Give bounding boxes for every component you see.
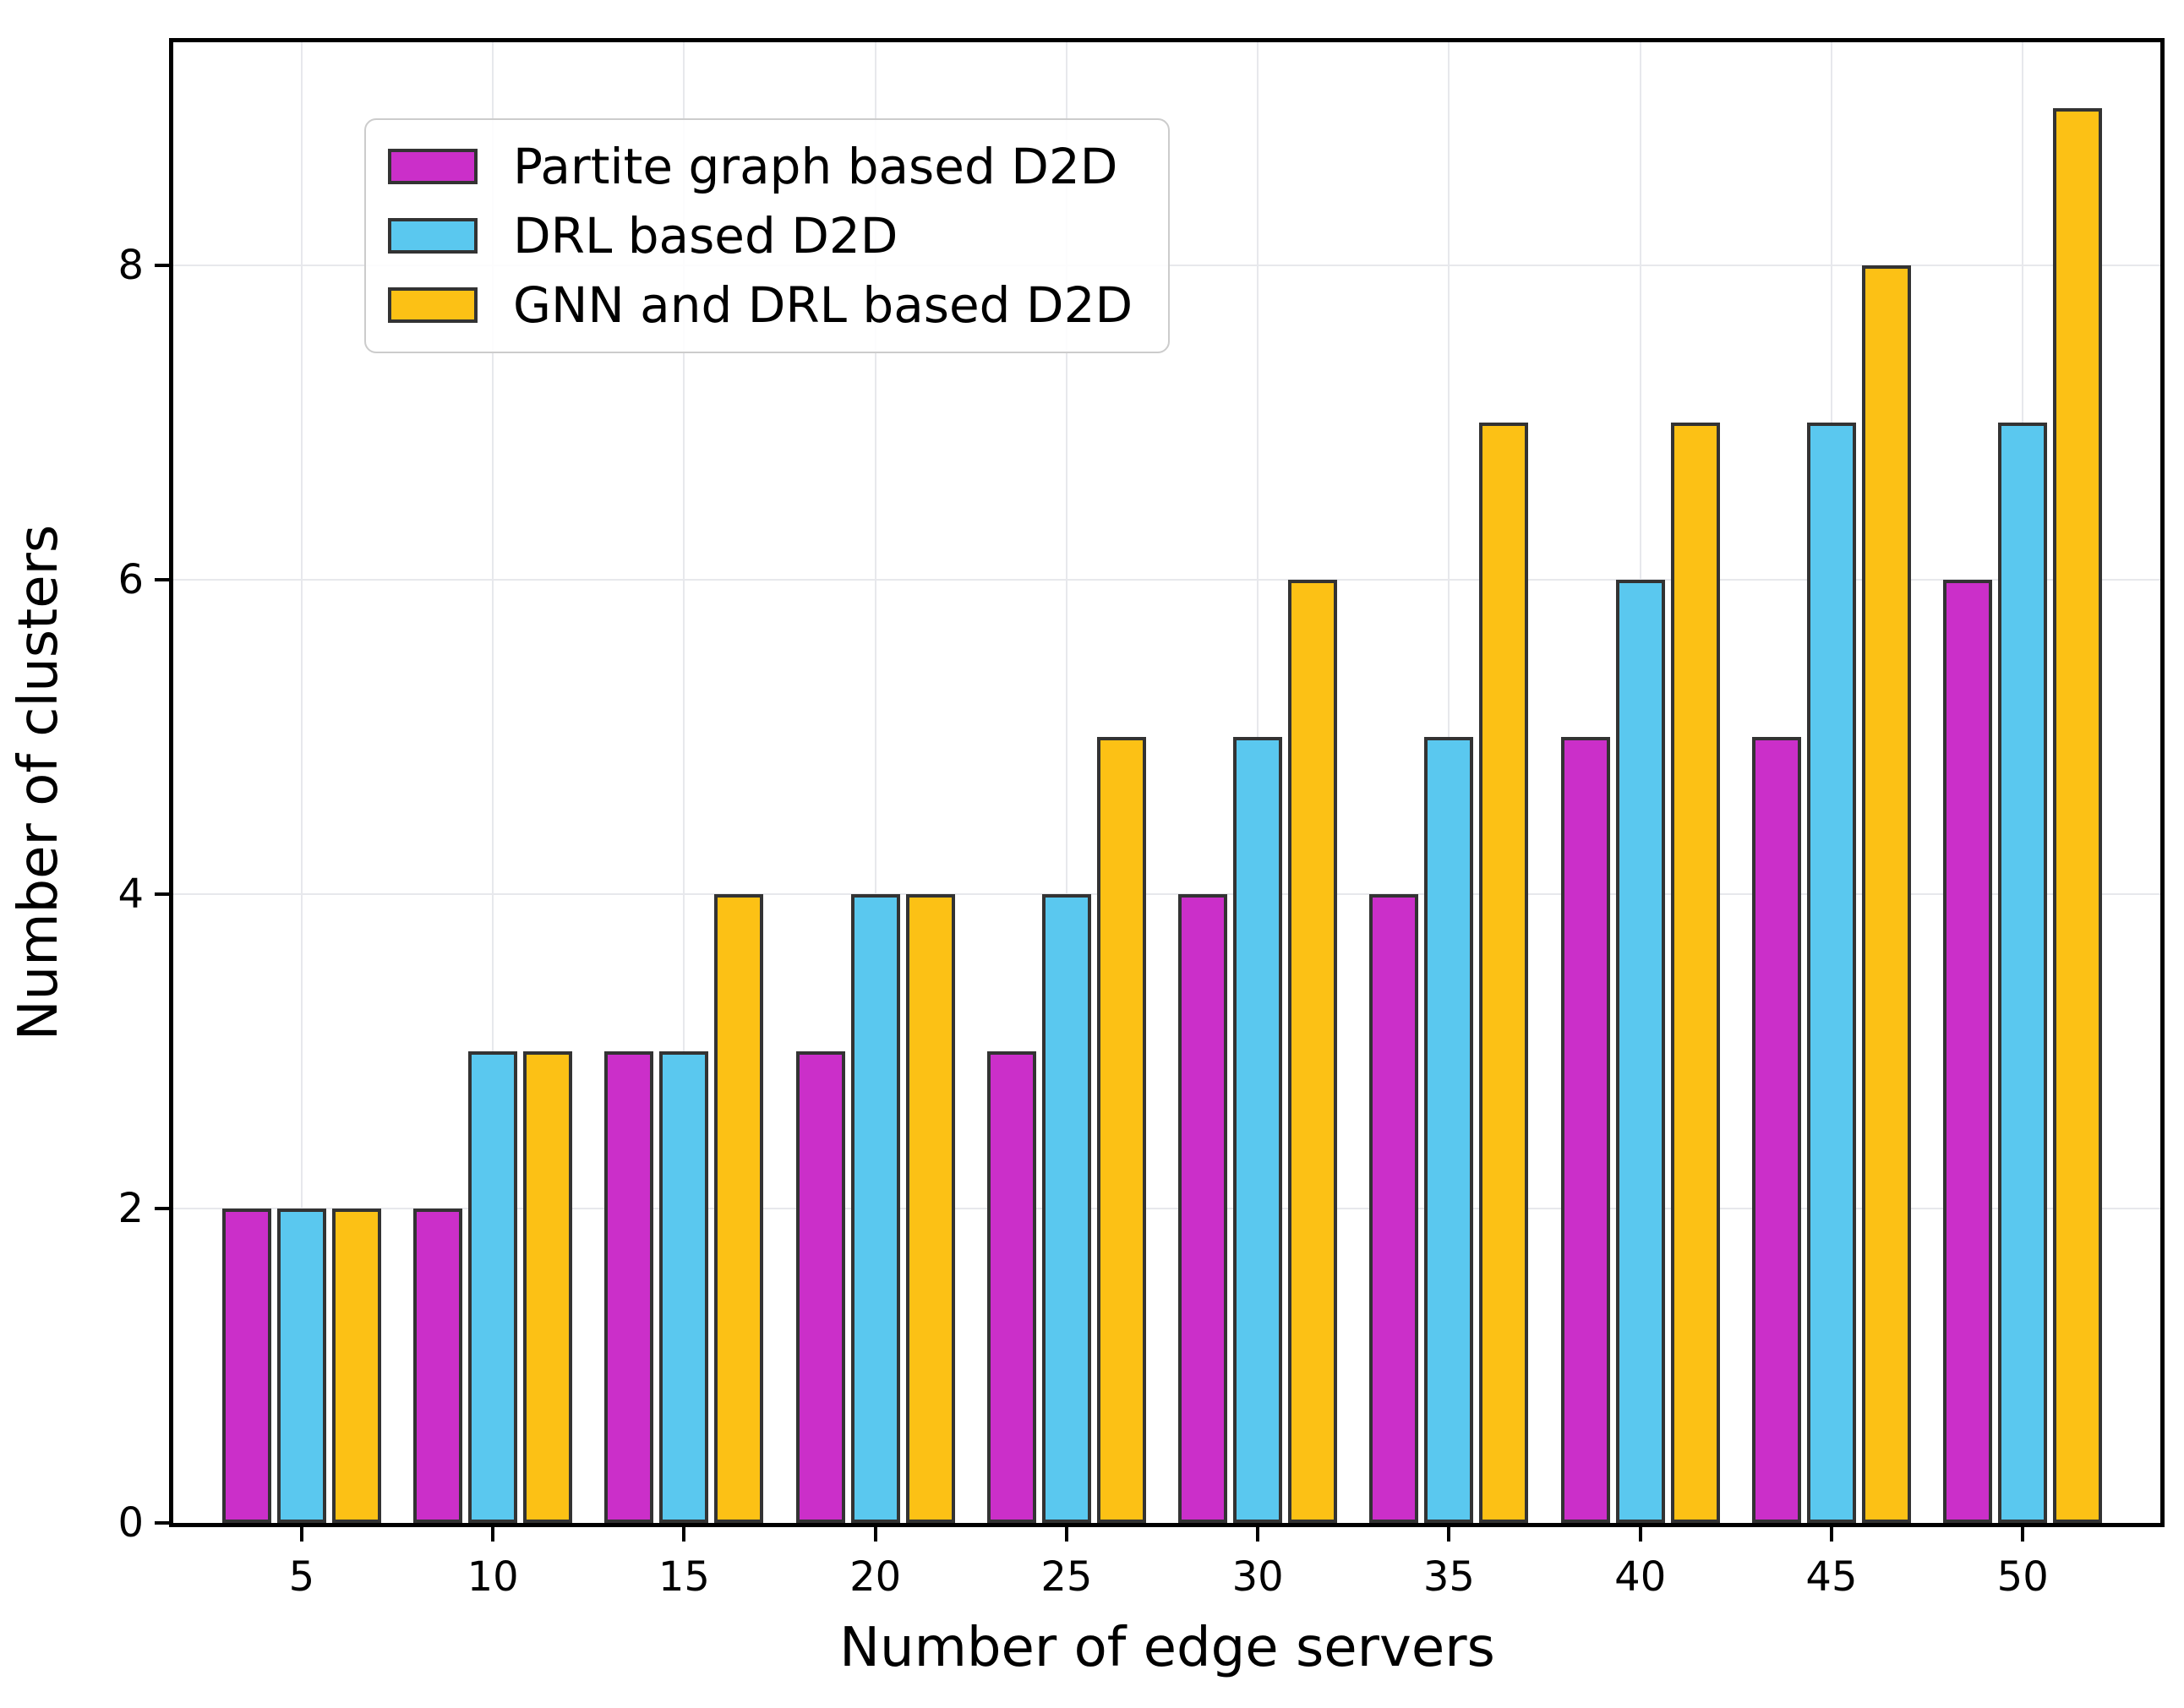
x-tick-label-5: 5 — [288, 1553, 315, 1601]
x-tick-label-20: 20 — [849, 1553, 902, 1601]
bar-group-40 — [1560, 423, 1720, 1523]
x-tick-mark-20 — [873, 1527, 877, 1542]
bar-gnn-and-drl-based-d2d-x40 — [1670, 423, 1720, 1523]
bar-drl-based-d2d-x50 — [1998, 423, 2048, 1523]
legend-item-gnn-and-drl-based-d2d: GNN and DRL based D2D — [388, 277, 1133, 333]
y-tick-label-6: 6 — [117, 556, 144, 604]
y-tick-label-0: 0 — [117, 1499, 144, 1547]
bar-gnn-and-drl-based-d2d-x50 — [2053, 108, 2103, 1523]
h-gridline-4 — [173, 893, 2160, 896]
legend-swatch-gnn-and-drl-based-d2d — [388, 287, 478, 323]
x-tick-label-45: 45 — [1805, 1553, 1858, 1601]
x-tick-label-10: 10 — [467, 1553, 519, 1601]
bar-group-5 — [221, 1209, 381, 1523]
bar-partite-graph-based-d2d-x35 — [1369, 894, 1419, 1523]
bar-drl-based-d2d-x35 — [1424, 737, 1474, 1523]
bar-gnn-and-drl-based-d2d-x20 — [905, 894, 955, 1523]
bar-partite-graph-based-d2d-x20 — [795, 1051, 845, 1523]
bar-partite-graph-based-d2d-x5 — [221, 1209, 271, 1523]
x-tick-mark-30 — [1256, 1527, 1260, 1542]
bar-partite-graph-based-d2d-x30 — [1178, 894, 1228, 1523]
x-tick-mark-25 — [1064, 1527, 1068, 1542]
bar-group-45 — [1751, 265, 1911, 1523]
bar-drl-based-d2d-x30 — [1233, 737, 1283, 1523]
x-tick-label-35: 35 — [1422, 1553, 1475, 1601]
bar-partite-graph-based-d2d-x40 — [1560, 737, 1610, 1523]
h-gridline-2 — [173, 1208, 2160, 1210]
legend-swatch-drl-based-d2d — [388, 218, 478, 254]
v-gridline-25 — [1065, 42, 1067, 1523]
bar-group-25 — [986, 737, 1146, 1523]
bar-gnn-and-drl-based-d2d-x35 — [1479, 423, 1529, 1523]
bar-gnn-and-drl-based-d2d-x25 — [1096, 737, 1146, 1523]
x-tick-label-15: 15 — [658, 1553, 710, 1601]
bar-partite-graph-based-d2d-x50 — [1943, 580, 1993, 1523]
x-tick-mark-50 — [2021, 1527, 2025, 1542]
legend: Partite graph based D2D DRL based D2D GNN … — [364, 118, 1171, 353]
bars-container — [173, 42, 2160, 1523]
y-tick-label-2: 2 — [117, 1185, 144, 1233]
bar-partite-graph-based-d2d-x15 — [604, 1051, 654, 1523]
x-tick-mark-40 — [1638, 1527, 1642, 1542]
y-tick-mark-4 — [155, 892, 169, 897]
v-gridline-20 — [874, 42, 876, 1523]
bar-drl-based-d2d-x45 — [1806, 423, 1856, 1523]
bar-gnn-and-drl-based-d2d-x30 — [1288, 580, 1338, 1523]
x-tick-mark-15 — [682, 1527, 686, 1542]
v-gridline-5 — [300, 42, 303, 1523]
bar-group-10 — [413, 1051, 573, 1523]
x-axis-label: Number of edge servers — [839, 1617, 1495, 1679]
y-tick-label-8: 8 — [117, 242, 144, 290]
bar-group-20 — [795, 894, 955, 1523]
bar-gnn-and-drl-based-d2d-x15 — [714, 894, 764, 1523]
bar-drl-based-d2d-x40 — [1615, 580, 1665, 1523]
x-tick-mark-10 — [491, 1527, 495, 1542]
legend-swatch-partite-graph-based-d2d — [388, 149, 478, 184]
bar-partite-graph-based-d2d-x10 — [413, 1209, 463, 1523]
x-tick-mark-45 — [1829, 1527, 1833, 1542]
bar-group-15 — [604, 894, 764, 1523]
legend-label-partite-graph-based-d2d: Partite graph based D2D — [513, 138, 1118, 195]
v-gridline-10 — [492, 42, 494, 1523]
bar-group-30 — [1178, 580, 1338, 1523]
y-tick-mark-8 — [155, 264, 169, 268]
x-tick-mark-35 — [1447, 1527, 1451, 1542]
bar-group-35 — [1369, 423, 1529, 1523]
legend-label-gnn-and-drl-based-d2d: GNN and DRL based D2D — [513, 276, 1133, 334]
bar-drl-based-d2d-x10 — [468, 1051, 518, 1523]
legend-label-drl-based-d2d: DRL based D2D — [513, 207, 898, 265]
x-tick-label-25: 25 — [1040, 1553, 1093, 1601]
bar-partite-graph-based-d2d-x25 — [986, 1051, 1036, 1523]
x-tick-label-40: 40 — [1614, 1553, 1667, 1601]
x-tick-mark-5 — [299, 1527, 303, 1542]
bar-gnn-and-drl-based-d2d-x10 — [523, 1051, 573, 1523]
bar-gnn-and-drl-based-d2d-x5 — [331, 1209, 381, 1523]
bar-drl-based-d2d-x25 — [1041, 894, 1091, 1523]
y-tick-label-4: 4 — [117, 870, 144, 919]
y-tick-mark-2 — [155, 1207, 169, 1211]
plot-area: Partite graph based D2D DRL based D2D GNN … — [169, 38, 2165, 1527]
legend-item-drl-based-d2d: DRL based D2D — [388, 208, 1133, 264]
y-axis-label: Number of clusters — [8, 524, 70, 1041]
bar-partite-graph-based-d2d-x45 — [1751, 737, 1801, 1523]
bar-group-50 — [1943, 108, 2103, 1523]
h-gridline-6 — [173, 579, 2160, 581]
y-tick-mark-0 — [155, 1521, 169, 1525]
bar-drl-based-d2d-x15 — [659, 1051, 709, 1523]
legend-item-partite-graph-based-d2d: Partite graph based D2D — [388, 139, 1133, 194]
bar-gnn-and-drl-based-d2d-x45 — [1861, 265, 1911, 1523]
bar-drl-based-d2d-x5 — [276, 1209, 326, 1523]
bar-drl-based-d2d-x20 — [850, 894, 900, 1523]
v-gridline-15 — [683, 42, 685, 1523]
x-tick-label-30: 30 — [1231, 1553, 1284, 1601]
y-tick-mark-6 — [155, 578, 169, 582]
x-tick-label-50: 50 — [1996, 1553, 2049, 1601]
